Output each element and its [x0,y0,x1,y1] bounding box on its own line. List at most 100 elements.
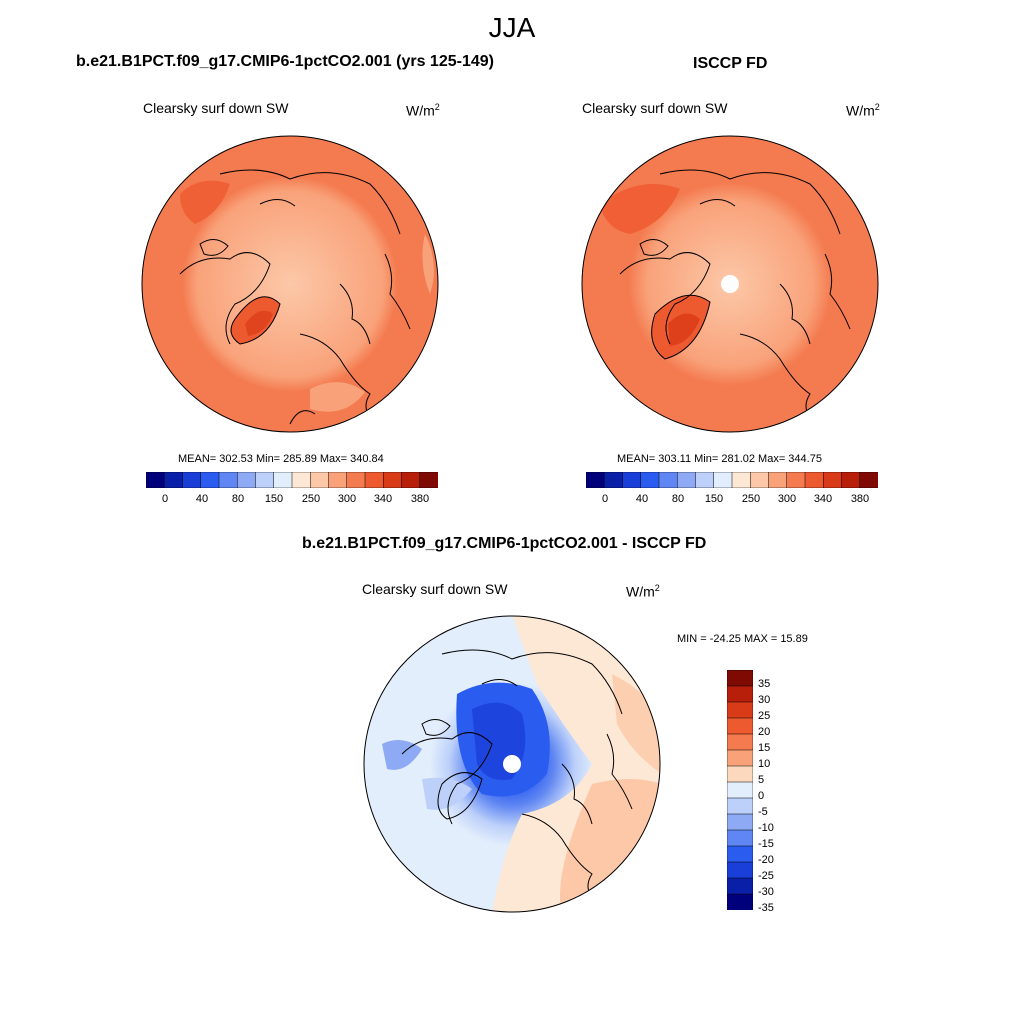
panel3-title: b.e21.B1PCT.f09_g17.CMIP6-1pctCO2.001 - … [302,535,707,552]
panel3-colorbar [727,670,753,910]
colorbar-swatch [731,472,751,488]
colorbar-swatch [328,472,348,488]
diff-colorbar-swatch [727,861,753,879]
diff-colorbar-label: 20 [758,726,771,738]
diff-colorbar-label: -10 [758,822,774,834]
panel1-variable-label: Clearsky surf down SW [143,100,289,116]
panel3-stats: MIN = -24.25 MAX = 15.89 [677,633,808,645]
diff-colorbar-swatch [727,765,753,783]
colorbar-swatch [383,472,403,488]
diff-colorbar-label: 35 [758,678,771,690]
cb1-tick: 300 [337,493,357,505]
cb1-tick: 250 [301,493,321,505]
panel1-colorbar-ticks: 0 40 80 150 250 300 340 380 [146,493,438,507]
colorbar-swatch [401,472,421,488]
diff-colorbar-label: 15 [758,742,771,754]
colorbar-swatch [164,472,184,488]
diff-colorbar-label: -20 [758,854,774,866]
diff-colorbar-swatch [727,670,753,687]
colorbar-swatch [310,472,330,488]
diff-colorbar-swatch [727,797,753,815]
colorbar-swatch [713,472,733,488]
cb1-tick: 150 [264,493,284,505]
diff-colorbar-swatch [727,829,753,847]
cb2-tick: 340 [813,493,833,505]
diff-colorbar-swatch [727,813,753,831]
colorbar-swatch [695,472,715,488]
panel2-title: ISCCP FD [693,55,768,72]
cb2-tick: 0 [601,493,609,505]
diff-colorbar-swatch [727,845,753,863]
diff-colorbar-swatch [727,733,753,751]
panel2-polar-map [581,135,879,433]
cb1-tick: 340 [373,493,393,505]
cb1-tick: 80 [231,493,245,505]
diff-colorbar-swatch [727,701,753,719]
panel2-units: W/m2 [846,102,880,119]
colorbar-swatch [859,472,878,488]
cb2-tick: 380 [850,493,870,505]
diff-colorbar-swatch [727,893,753,910]
colorbar-swatch [586,472,605,488]
colorbar-swatch [419,472,438,488]
diff-colorbar-label: -15 [758,838,774,850]
cb2-tick: 80 [671,493,685,505]
diff-colorbar-label: -25 [758,870,774,882]
cb2-tick: 250 [741,493,761,505]
panel2-variable-label: Clearsky surf down SW [582,100,728,116]
colorbar-swatch [273,472,293,488]
panel3-polar-map [363,615,661,913]
colorbar-swatch [237,472,257,488]
diff-colorbar-label: -35 [758,902,774,914]
colorbar-swatch [677,472,697,488]
panel1-title: b.e21.B1PCT.f09_g17.CMIP6-1pctCO2.001 (y… [76,53,494,70]
colorbar-swatch [823,472,843,488]
panel3-colorbar-labels: 35 30 25 20 15 10 5 0 -5 -10 -15 -20 -25 -30 -35 [758,670,798,914]
main-title: JJA [488,12,536,43]
diff-colorbar-label: 0 [758,790,765,802]
colorbar-swatch [841,472,861,488]
colorbar-swatch [658,472,678,488]
colorbar-swatch [346,472,366,488]
diff-colorbar-label: -30 [758,886,774,898]
cb1-tick: 0 [161,493,169,505]
cb2-tick: 300 [777,493,797,505]
diff-colorbar-swatch [727,749,753,767]
colorbar-swatch [604,472,624,488]
diff-colorbar-swatch [727,717,753,735]
panel1-polar-map [141,135,439,433]
colorbar-swatch [804,472,824,488]
panel2-stats: MEAN= 303.11 Min= 281.02 Max= 344.75 [617,453,822,465]
diff-colorbar-label: 5 [758,774,765,786]
diff-colorbar-swatch [727,877,753,895]
cb2-tick: 150 [704,493,724,505]
cb1-tick: 40 [195,493,209,505]
diff-colorbar-swatch [727,781,753,799]
colorbar-swatch [255,472,275,488]
panel1-units: W/m2 [406,102,440,119]
diff-colorbar-swatch [727,685,753,703]
panel2-colorbar-ticks: 0 40 80 150 250 300 340 380 [586,493,878,507]
colorbar-swatch [218,472,238,488]
colorbar-swatch [146,472,165,488]
colorbar-swatch [364,472,384,488]
colorbar-swatch [200,472,220,488]
cb1-tick: 380 [410,493,430,505]
colorbar-swatch [768,472,788,488]
colorbar-swatch [786,472,806,488]
panel3-units: W/m2 [626,583,660,600]
diff-colorbar-label: 25 [758,710,771,722]
colorbar-swatch [622,472,642,488]
diff-colorbar-label: 10 [758,758,771,770]
panel2-colorbar [586,472,878,488]
colorbar-swatch [750,472,770,488]
colorbar-swatch [182,472,202,488]
cb2-tick: 40 [635,493,649,505]
panel1-stats: MEAN= 302.53 Min= 285.89 Max= 340.84 [178,453,384,465]
panel3-variable-label: Clearsky surf down SW [362,581,508,597]
diff-colorbar-label: -5 [758,806,768,818]
diff-colorbar-label: 30 [758,694,771,706]
colorbar-swatch [291,472,311,488]
colorbar-swatch [640,472,660,488]
panel1-colorbar [146,472,438,488]
